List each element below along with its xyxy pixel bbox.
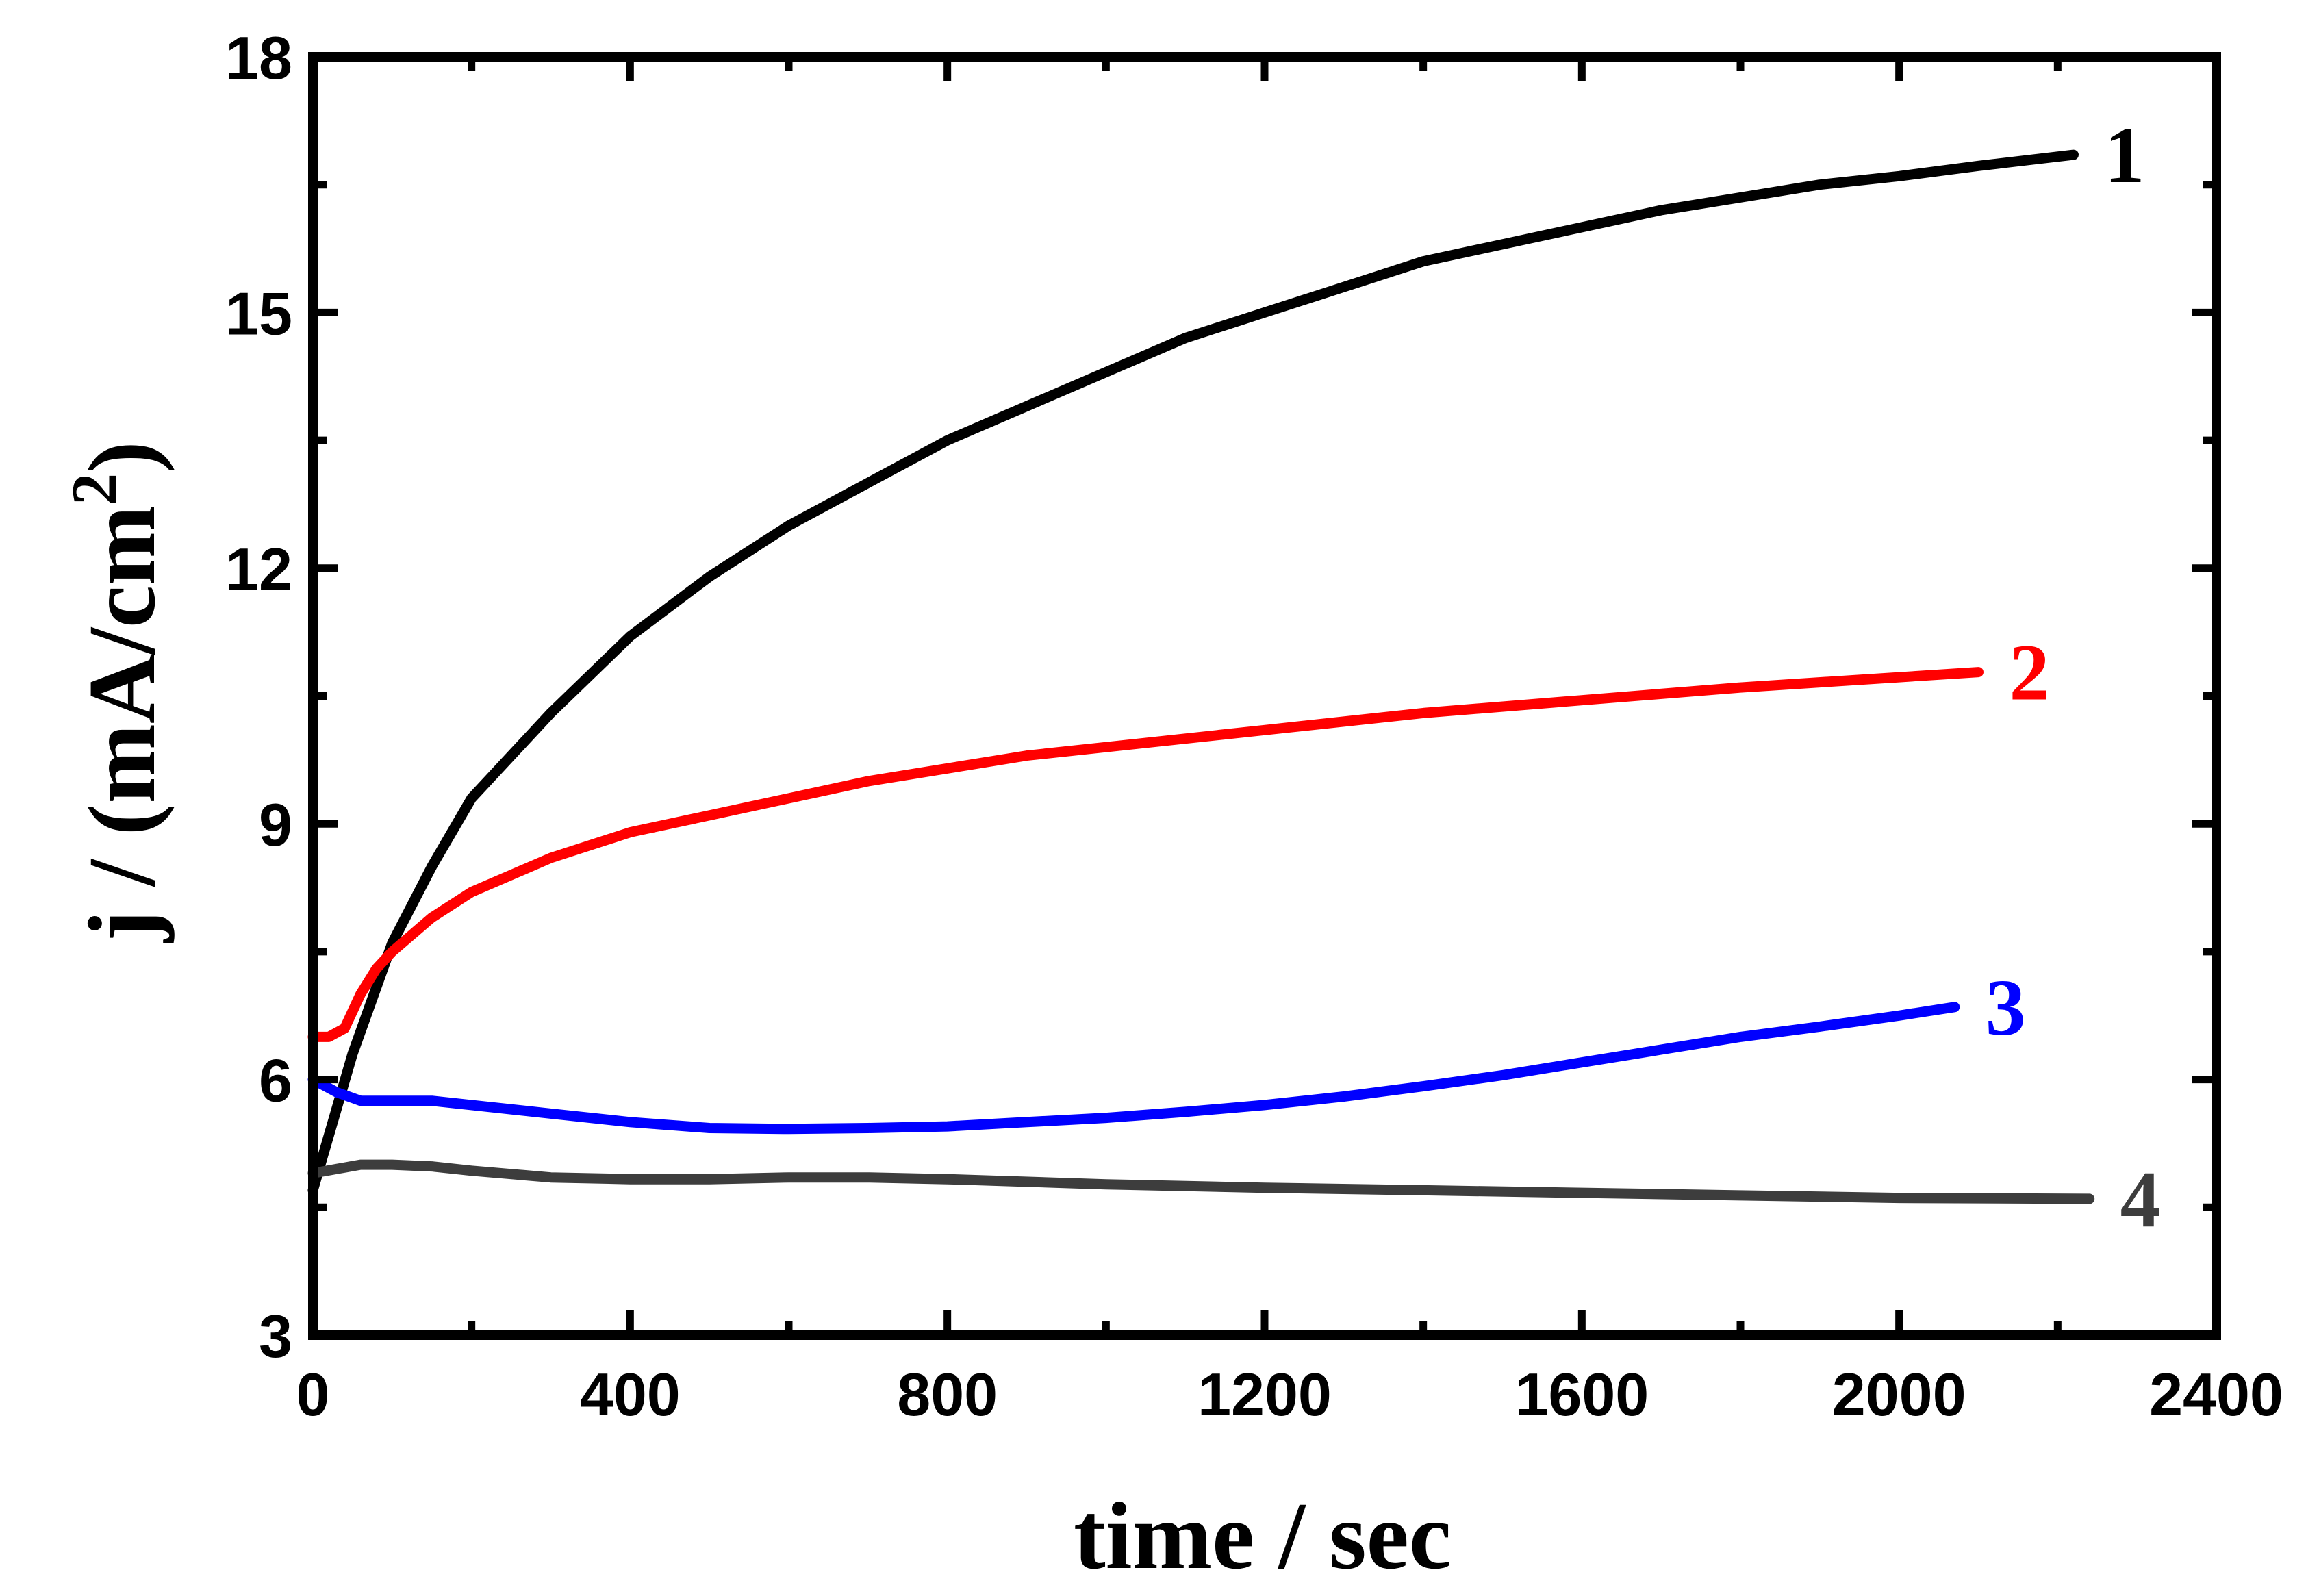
y-axis-title: j / (mA/cm2) [58, 441, 175, 943]
x-axis-title: time / sec [1074, 1483, 1452, 1589]
x-tick-label: 800 [897, 1360, 998, 1428]
x-axis: 0 400 800 1200 1600 2000 2400 [296, 57, 2283, 1428]
series-line-3 [307, 1002, 1960, 1135]
series-line-1 [307, 149, 2079, 1195]
series-line-4 [307, 1159, 2095, 1204]
x-tick-label: 2400 [2149, 1360, 2283, 1428]
y-axis-title-main: j / (mA/cm [69, 505, 175, 943]
series-line-2 [307, 667, 1984, 1042]
x-tick-label: 1600 [1515, 1360, 1649, 1428]
y-tick-label: 12 [225, 535, 292, 603]
x-tick-label: 2000 [1832, 1360, 1966, 1428]
plot-frame [308, 52, 2221, 1340]
x-tick-label: 1200 [1197, 1360, 1332, 1428]
y-axis-title-suffix: ) [69, 441, 175, 473]
x-tick-label: 0 [296, 1360, 330, 1428]
plot-area [307, 52, 2221, 1340]
series-labels: 1 2 3 4 [1986, 110, 2161, 1244]
series-label-2: 2 [2010, 628, 2050, 718]
y-axis-title-superscript: 2 [58, 473, 131, 506]
series-label-4: 4 [2120, 1154, 2161, 1244]
y-tick-label: 18 [225, 24, 292, 92]
y-tick-label: 3 [259, 1302, 292, 1370]
x-tick-label: 400 [580, 1360, 681, 1428]
y-tick-label: 6 [259, 1047, 292, 1115]
series-label-1: 1 [2105, 110, 2145, 200]
series-label-3: 3 [1986, 963, 2026, 1052]
y-tick-label: 15 [225, 279, 292, 347]
y-tick-label: 9 [259, 791, 292, 859]
